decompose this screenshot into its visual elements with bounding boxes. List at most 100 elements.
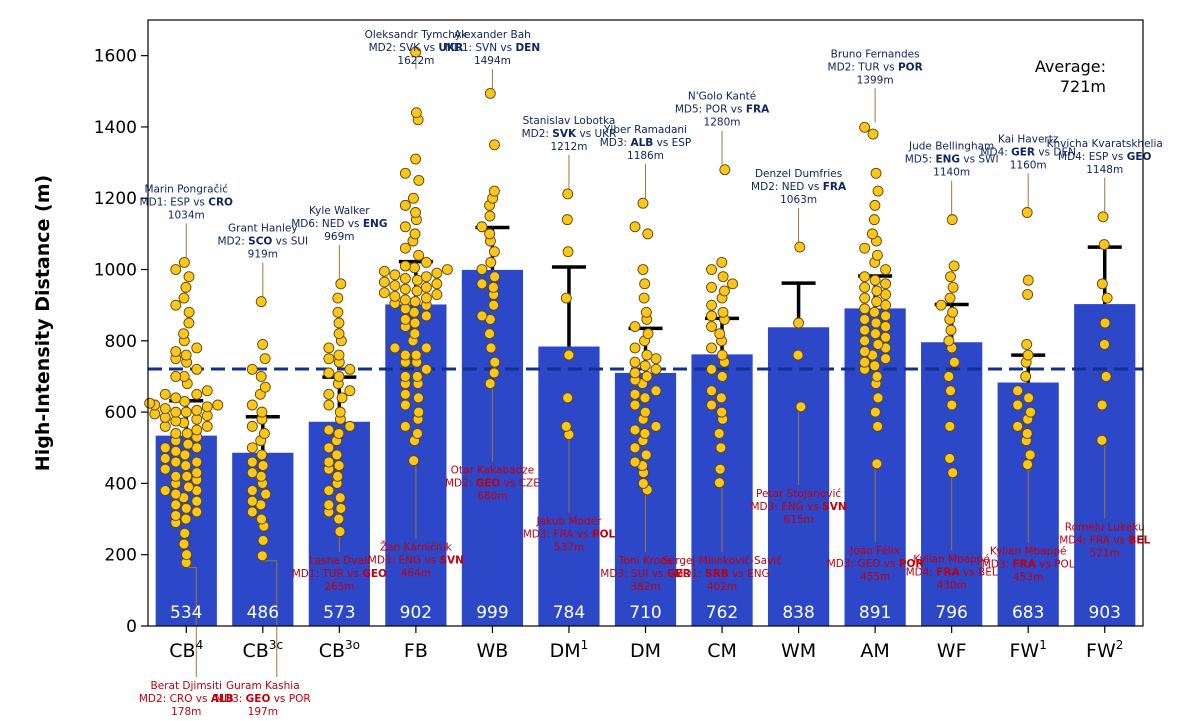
bar-value-AM: 891 — [859, 603, 891, 623]
x-tick-label-AM: AM — [860, 640, 889, 662]
data-point — [191, 404, 203, 416]
data-point — [409, 262, 420, 274]
data-point — [1012, 420, 1024, 432]
data-point — [159, 485, 171, 496]
data-point — [859, 303, 871, 315]
data-point — [170, 299, 182, 311]
data-point — [257, 534, 269, 546]
data-point — [399, 388, 411, 400]
data-point — [706, 385, 717, 397]
min-annotation-WF: Kylian Mbappé MD4: FRA vs BEL 430m — [906, 554, 998, 592]
data-point — [476, 264, 488, 275]
data-point — [639, 428, 651, 439]
bar-value-DM: 710 — [629, 603, 661, 623]
bar-value-WF: 796 — [935, 603, 967, 623]
min-annotation-WB: Otar Kakabadze MD2: GEO vs CZE 680m — [445, 465, 540, 503]
data-point — [871, 371, 883, 382]
data-point — [178, 292, 190, 304]
data-point — [410, 349, 422, 361]
data-point — [378, 276, 390, 288]
data-point — [715, 442, 727, 454]
data-point — [170, 346, 182, 357]
data-point — [1023, 392, 1035, 404]
data-point — [179, 449, 191, 461]
data-point — [255, 296, 267, 308]
data-point — [170, 406, 182, 418]
min-annotation-WM: Petar Stojanović MD3: ENG vs SVN 615m — [750, 488, 846, 526]
data-point — [869, 406, 881, 418]
data-point — [563, 349, 575, 361]
data-point — [378, 265, 390, 277]
data-point — [399, 199, 411, 211]
data-point — [378, 287, 390, 299]
data-point — [246, 467, 258, 479]
data-point — [170, 445, 182, 457]
data-point — [323, 499, 335, 511]
data-point — [399, 420, 411, 432]
max-annotation-CM: N'Golo Kanté MD5: POR vs FRA 1280m — [675, 91, 770, 129]
data-point — [476, 278, 488, 290]
data-point — [859, 121, 871, 133]
data-point — [629, 456, 641, 468]
data-point — [484, 328, 496, 340]
data-point — [484, 210, 496, 222]
data-point — [183, 317, 195, 329]
data-point — [332, 470, 344, 482]
data-point — [562, 392, 574, 404]
data-point — [246, 442, 258, 454]
y-tick-label: 800 — [105, 332, 137, 352]
data-point — [1021, 207, 1033, 218]
max-annotation-DM1: Stanislav Lobotka MD2: SVK vs UKR 1212m — [522, 115, 617, 153]
data-point — [638, 292, 650, 304]
max-annotation-AM: Bruno Fernandes MD2: TUR vs POR 1399m — [828, 48, 923, 86]
data-point — [170, 264, 182, 275]
data-point — [489, 139, 500, 151]
data-point — [256, 550, 268, 562]
max-annotation-FW1: Kai Havertz MD4: GER vs DEN 1160m — [980, 133, 1076, 171]
max-annotation-WB: Alexander Bah MD1: SVN vs DEN 1494m — [445, 29, 540, 67]
data-point — [191, 495, 203, 507]
y-tick-label: 1400 — [94, 118, 137, 138]
data-point — [859, 335, 871, 347]
data-point — [411, 371, 423, 382]
data-point — [629, 356, 641, 368]
y-tick-label: 0 — [126, 617, 137, 637]
data-point — [408, 455, 420, 467]
data-point — [180, 281, 192, 293]
data-point — [867, 128, 879, 140]
bar-value-CB3c: 486 — [247, 603, 279, 623]
data-point — [246, 363, 258, 375]
data-point — [859, 242, 871, 254]
data-point — [255, 371, 267, 382]
data-point — [1012, 399, 1024, 411]
data-point — [880, 310, 892, 322]
x-tick-label-FW2: FW2 — [1086, 638, 1123, 662]
data-point — [323, 456, 335, 468]
data-point — [259, 381, 271, 393]
data-point — [871, 458, 883, 470]
data-point — [1021, 338, 1033, 350]
data-point — [562, 246, 574, 258]
data-point — [256, 449, 268, 461]
min-annotation-DM1: Jakub Moder MD3: FRA vs POL 537m — [523, 516, 616, 554]
data-point — [641, 371, 653, 382]
data-point — [201, 385, 213, 397]
data-point — [399, 294, 411, 306]
data-point — [399, 371, 411, 382]
data-point — [714, 463, 726, 475]
data-point — [629, 388, 641, 400]
data-point — [639, 278, 651, 290]
data-point — [191, 506, 203, 518]
data-point — [399, 260, 411, 272]
data-point — [441, 264, 453, 275]
data-point — [943, 371, 955, 382]
data-point — [259, 353, 271, 365]
data-point — [560, 420, 572, 432]
data-point — [487, 281, 499, 293]
data-point — [935, 299, 947, 311]
y-tick-label: 1200 — [94, 189, 137, 209]
data-point — [870, 317, 882, 329]
min-annotation-FW2: Romelu Lukaku MD4: FRA vs BEL 521m — [1059, 521, 1150, 559]
data-point — [335, 278, 347, 290]
data-point — [179, 527, 191, 539]
